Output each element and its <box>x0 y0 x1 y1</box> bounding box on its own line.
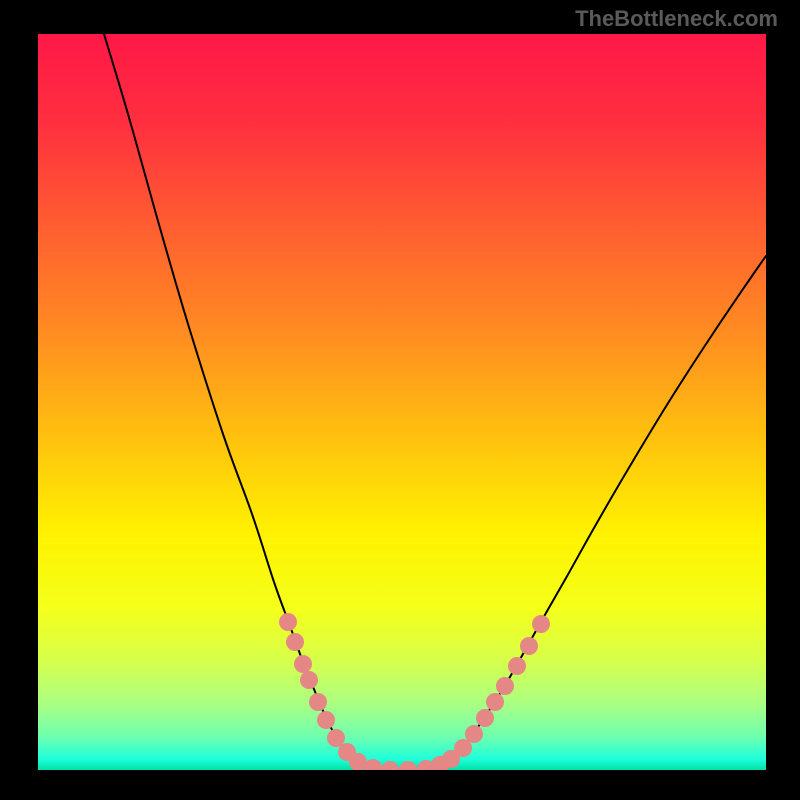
marker-dot <box>496 677 514 695</box>
marker-dot <box>286 633 304 651</box>
marker-dot <box>508 657 526 675</box>
curve-left-branch <box>104 34 375 769</box>
marker-dot <box>327 729 345 747</box>
plot-area <box>38 34 766 770</box>
chart-svg <box>38 34 766 770</box>
watermark-text: TheBottleneck.com <box>575 6 778 32</box>
marker-dot <box>486 693 504 711</box>
marker-dot <box>300 671 318 689</box>
marker-dot <box>294 655 312 673</box>
marker-dot <box>465 725 483 743</box>
marker-dot <box>454 739 472 757</box>
marker-dot <box>317 711 335 729</box>
marker-dot <box>520 637 538 655</box>
marker-dot <box>532 615 550 633</box>
marker-dot <box>279 613 297 631</box>
marker-dot <box>309 693 327 711</box>
marker-dot <box>381 761 399 770</box>
marker-dot <box>399 761 417 770</box>
marker-dot <box>476 709 494 727</box>
curve-right-branch <box>436 256 766 768</box>
marker-group <box>279 613 550 770</box>
